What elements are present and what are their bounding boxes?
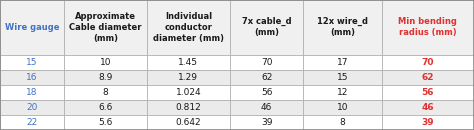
Text: 70: 70 — [261, 58, 273, 67]
Text: Approximate
Cable diameter
(mm): Approximate Cable diameter (mm) — [69, 12, 142, 43]
Bar — [230, 85, 303, 100]
Text: 16: 16 — [26, 73, 38, 82]
Text: 70: 70 — [421, 58, 434, 67]
Text: 39: 39 — [421, 118, 434, 127]
Bar — [303, 55, 382, 70]
Text: 1.024: 1.024 — [175, 88, 201, 97]
Text: 22: 22 — [27, 118, 37, 127]
Text: 18: 18 — [26, 88, 38, 97]
Bar — [230, 115, 303, 130]
Bar — [382, 55, 474, 70]
Bar — [147, 70, 230, 85]
Bar — [0, 0, 64, 55]
Text: 62: 62 — [421, 73, 434, 82]
Bar — [0, 85, 64, 100]
Bar — [303, 100, 382, 115]
Bar — [64, 100, 147, 115]
Bar — [64, 85, 147, 100]
Bar — [230, 100, 303, 115]
Bar — [64, 70, 147, 85]
Bar — [382, 70, 474, 85]
Bar — [64, 0, 147, 55]
Text: 20: 20 — [27, 103, 37, 112]
Text: 12x wire_d
(mm): 12x wire_d (mm) — [317, 17, 368, 37]
Text: 8: 8 — [339, 118, 346, 127]
Bar — [0, 55, 64, 70]
Bar — [303, 115, 382, 130]
Bar — [147, 100, 230, 115]
Text: 39: 39 — [261, 118, 273, 127]
Text: 0.642: 0.642 — [175, 118, 201, 127]
Text: 8.9: 8.9 — [98, 73, 113, 82]
Text: 15: 15 — [337, 73, 348, 82]
Bar — [64, 115, 147, 130]
Text: 1.45: 1.45 — [178, 58, 199, 67]
Text: 62: 62 — [261, 73, 272, 82]
Bar — [147, 115, 230, 130]
Bar — [147, 85, 230, 100]
Bar — [0, 70, 64, 85]
Bar — [303, 0, 382, 55]
Text: 8: 8 — [102, 88, 109, 97]
Bar — [147, 0, 230, 55]
Bar — [230, 55, 303, 70]
Text: 15: 15 — [26, 58, 38, 67]
Bar — [147, 55, 230, 70]
Text: 46: 46 — [261, 103, 272, 112]
Bar — [303, 85, 382, 100]
Text: 5.6: 5.6 — [98, 118, 113, 127]
Text: 12: 12 — [337, 88, 348, 97]
Text: 17: 17 — [337, 58, 348, 67]
Bar — [382, 100, 474, 115]
Text: 10: 10 — [337, 103, 348, 112]
Text: 0.812: 0.812 — [175, 103, 201, 112]
Text: Wire gauge: Wire gauge — [5, 23, 59, 32]
Text: 56: 56 — [421, 88, 434, 97]
Bar — [230, 70, 303, 85]
Text: 7x cable_d
(mm): 7x cable_d (mm) — [242, 17, 292, 37]
Bar — [0, 100, 64, 115]
Text: Min bending
radius (mm): Min bending radius (mm) — [398, 17, 457, 37]
Bar — [382, 85, 474, 100]
Text: 46: 46 — [421, 103, 434, 112]
Text: 6.6: 6.6 — [98, 103, 113, 112]
Bar — [64, 55, 147, 70]
Text: 56: 56 — [261, 88, 273, 97]
Bar — [382, 115, 474, 130]
Bar — [230, 0, 303, 55]
Bar — [303, 70, 382, 85]
Text: 10: 10 — [100, 58, 111, 67]
Text: Individual
conductor
diameter (mm): Individual conductor diameter (mm) — [153, 12, 224, 43]
Text: 1.29: 1.29 — [178, 73, 199, 82]
Bar — [0, 115, 64, 130]
Bar — [382, 0, 474, 55]
